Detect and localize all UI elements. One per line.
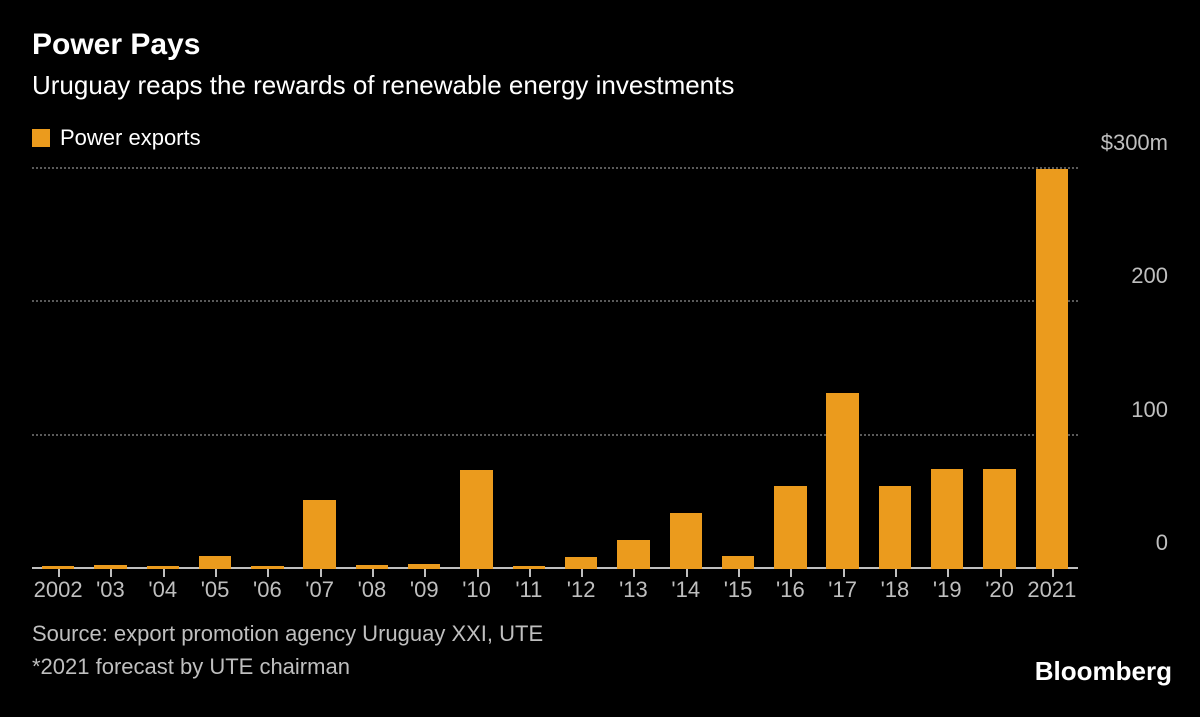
- legend: Power exports: [32, 125, 1168, 151]
- bar: [565, 557, 597, 569]
- x-tick: [633, 569, 635, 577]
- y-axis-label: 100: [1131, 397, 1168, 423]
- bar: [670, 513, 702, 569]
- y-axis-label: 200: [1131, 263, 1168, 289]
- x-axis-label: '09: [410, 577, 439, 603]
- x-tick: [320, 569, 322, 577]
- chart-title: Power Pays: [32, 28, 1168, 63]
- x-axis-label: '03: [96, 577, 125, 603]
- bar: [1036, 169, 1068, 569]
- x-tick: [477, 569, 479, 577]
- chart-subtitle: Uruguay reaps the rewards of renewable e…: [32, 69, 1168, 102]
- x-tick: [372, 569, 374, 577]
- x-tick: [947, 569, 949, 577]
- bar: [826, 393, 858, 569]
- chart-container: Power Pays Uruguay reaps the rewards of …: [0, 0, 1200, 717]
- x-axis-label: '13: [619, 577, 648, 603]
- x-axis-label: '12: [567, 577, 596, 603]
- x-tick: [163, 569, 165, 577]
- x-axis-label: '17: [828, 577, 857, 603]
- bar: [617, 540, 649, 569]
- bar: [983, 469, 1015, 569]
- x-tick: [790, 569, 792, 577]
- bar: [199, 556, 231, 569]
- gridline: [32, 300, 1078, 302]
- x-tick: [529, 569, 531, 577]
- bar: [931, 469, 963, 569]
- x-axis-label: '14: [671, 577, 700, 603]
- footnote-line: *2021 forecast by UTE chairman: [32, 650, 543, 683]
- axis-zero-line: [32, 567, 1078, 569]
- x-axis-label: 2021: [1027, 577, 1076, 603]
- y-axis-label: 0: [1156, 530, 1168, 556]
- x-tick: [1052, 569, 1054, 577]
- x-tick: [424, 569, 426, 577]
- x-tick: [686, 569, 688, 577]
- bar: [879, 486, 911, 569]
- x-axis-label: '08: [358, 577, 387, 603]
- x-tick: [58, 569, 60, 577]
- x-tick: [738, 569, 740, 577]
- x-axis-label: '04: [148, 577, 177, 603]
- y-axis-label: $300m: [1101, 130, 1168, 156]
- x-axis-label: '16: [776, 577, 805, 603]
- x-axis-label: 2002: [34, 577, 83, 603]
- x-axis-label: '19: [933, 577, 962, 603]
- bar: [460, 470, 492, 569]
- x-axis-label: '11: [515, 577, 542, 603]
- x-tick: [1000, 569, 1002, 577]
- x-tick: [267, 569, 269, 577]
- x-axis-label: '06: [253, 577, 282, 603]
- x-axis-label: '07: [305, 577, 334, 603]
- x-tick: [895, 569, 897, 577]
- x-axis-label: '15: [724, 577, 753, 603]
- x-tick: [581, 569, 583, 577]
- x-axis-label: '10: [462, 577, 491, 603]
- gridline: [32, 434, 1078, 436]
- chart-area: 0100200$300m2002'03'04'05'06'07'08'09'10…: [32, 169, 1168, 609]
- x-axis-label: '05: [201, 577, 230, 603]
- bar: [303, 500, 335, 569]
- x-tick: [843, 569, 845, 577]
- plot-area: [32, 169, 1078, 569]
- source-line: Source: export promotion agency Uruguay …: [32, 617, 543, 650]
- x-axis-label: '20: [985, 577, 1014, 603]
- x-axis-label: '18: [881, 577, 910, 603]
- brand-logo: Bloomberg: [1035, 656, 1172, 687]
- x-tick: [110, 569, 112, 577]
- legend-swatch: [32, 129, 50, 147]
- gridline: [32, 167, 1078, 169]
- legend-label: Power exports: [60, 125, 201, 151]
- bar: [722, 556, 754, 569]
- chart-footer: Source: export promotion agency Uruguay …: [32, 617, 543, 683]
- bar: [774, 486, 806, 569]
- x-tick: [215, 569, 217, 577]
